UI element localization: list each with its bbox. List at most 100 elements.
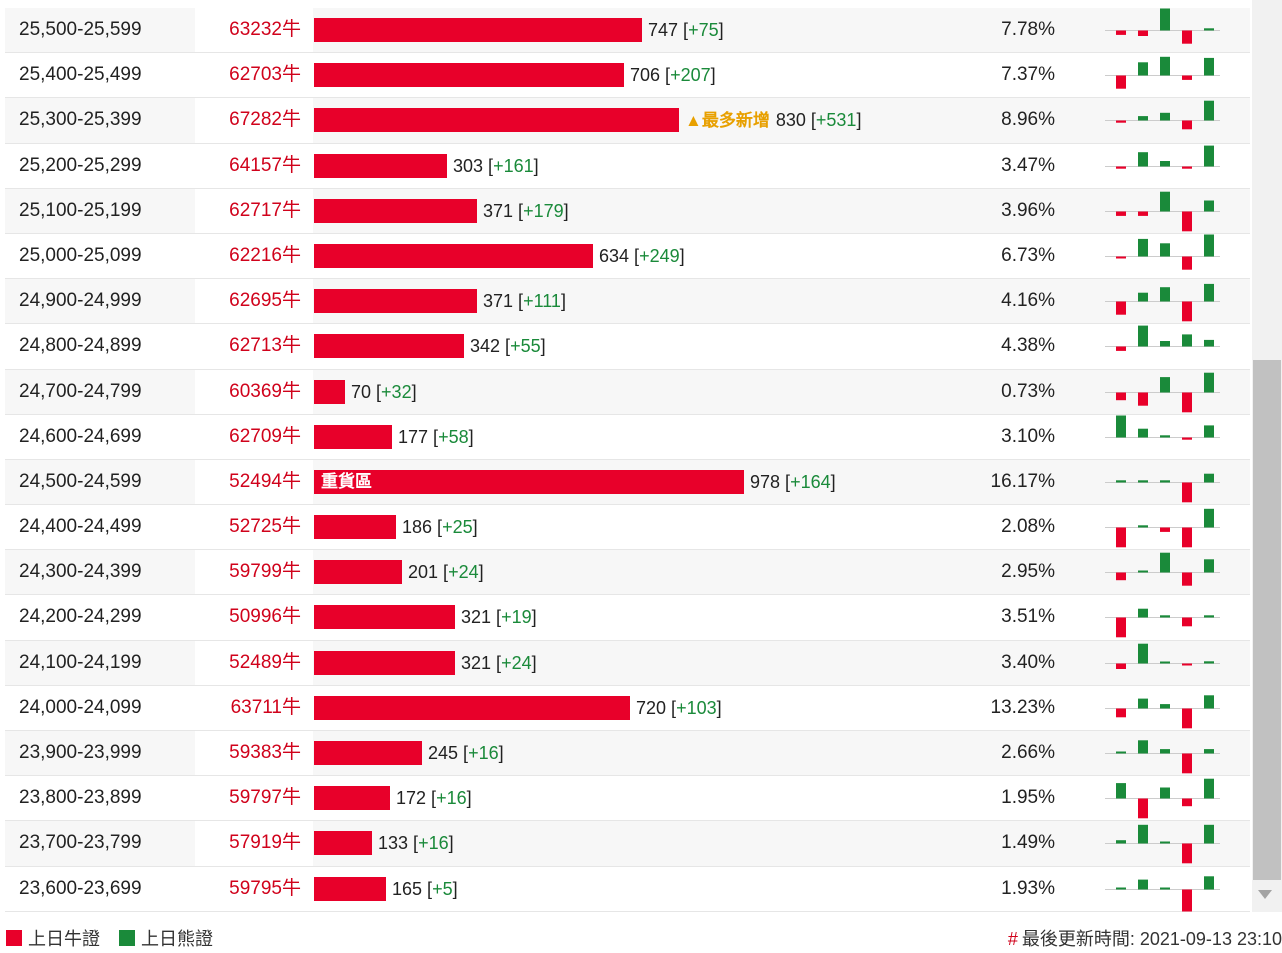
volume-count: 70 [351,381,372,402]
strike-range: 23,600-23,699 [19,877,142,899]
volume-value: 177 [+58] [398,426,474,447]
warrant-code-link[interactable]: 59797牛 [229,787,301,809]
sparkline-bar [1116,887,1126,890]
warrant-code-link[interactable]: 67282牛 [195,98,313,143]
trend-sparkline [1105,325,1220,352]
warrant-code-link[interactable]: 52489牛 [195,640,313,685]
volume-value: 371 [+111] [483,291,566,312]
trend-sparkline [1105,284,1220,322]
volume-value: 172 [+16] [396,788,472,809]
strike-range: 23,700-23,799 [19,832,142,854]
volume-count: 303 [453,155,484,176]
trend-sparkline [1105,145,1220,169]
sparkline-bar [1116,480,1126,483]
table-row[interactable]: 25,200-25,299 64157牛 303 [+161] 3.47% [5,144,1250,189]
table-row[interactable]: 25,300-25,399 67282牛 ▲最多新增 830 [+531] 8.96% [5,98,1250,144]
table-row[interactable]: 24,100-24,199 52489牛 321 [+24] 3.40% [5,640,1250,686]
sparkline-bar [1182,211,1192,232]
warrant-code-link[interactable]: 59383牛 [195,731,313,776]
scroll-down-arrow-icon[interactable] [1258,890,1272,899]
volume-change: +55 [510,336,541,357]
volume-count: 186 [402,517,433,538]
volume-value: 747 [+75] [648,20,724,40]
sparkline-bar [1160,191,1170,212]
sparkline-bar [1204,58,1214,76]
strike-range: 24,100-24,199 [19,651,142,673]
table-row[interactable]: 24,800-24,899 62713牛 342 [+55] 4.38% [5,324,1250,370]
table-row[interactable]: 23,700-23,799 57919牛 133 [+16] 1.49% [5,821,1250,867]
warrant-code-link[interactable]: 52725牛 [229,516,301,538]
volume-change: +32 [381,381,412,402]
volume-bar [314,153,447,178]
table-row[interactable]: 24,200-24,299 50996牛 321 [+19] 3.51% [5,595,1250,641]
warrant-code-link[interactable]: 59795牛 [229,877,301,899]
table-row[interactable]: 24,500-24,599 52494牛 重貨區 978 [+164] 16.17% [5,459,1250,506]
sparkline-bar [1160,376,1170,392]
warrant-code-link[interactable]: 59799牛 [195,550,313,595]
sparkline-bar [1160,287,1170,302]
sparkline-bar [1116,256,1126,259]
table-row[interactable]: 25,400-25,499 62703牛 706 [+207] 7.37% [5,53,1250,99]
table-row[interactable]: 24,400-24,499 52725牛 186 [+25] 2.08% [5,505,1250,551]
table-row[interactable]: 25,000-25,099 62216牛 634 [+249] 6.73% [5,234,1250,280]
percentage: 8.96% [1001,109,1055,131]
volume-bar [314,515,396,540]
table-row[interactable]: 25,100-25,199 62717牛 371 [+179] 3.96% [5,188,1250,234]
table-row[interactable]: 23,600-23,699 59795牛 165 [+5] 1.93% [5,867,1250,912]
warrant-code-link[interactable]: 62216牛 [229,244,301,266]
volume-value: 706 [+207] [630,65,716,86]
sparkline-bar [1160,841,1170,844]
volume-bar [314,831,372,856]
scrollbar-thumb[interactable] [1253,360,1281,880]
volume-bar [314,289,477,314]
volume-value: 165 [+5] [392,878,458,899]
percentage: 4.16% [1001,290,1055,312]
warrant-code-link[interactable]: 62713牛 [229,335,301,357]
warrant-code-link[interactable]: 63711牛 [230,696,301,718]
volume-bar [314,424,392,449]
percentage: 0.73% [1001,380,1055,402]
table-row[interactable]: 24,000-24,099 63711牛 720 [+103] 13.23% [5,686,1250,731]
legend-bull-label: 上日牛證 [28,929,100,949]
warrant-code-link[interactable]: 62709牛 [229,425,301,447]
sparkline-bar [1138,151,1148,167]
volume-change: +103 [676,697,717,718]
warrant-code-link[interactable]: 50996牛 [229,606,301,628]
warrant-code-link[interactable]: 64157牛 [229,154,301,176]
volume-value: 978 [+164] [750,471,836,492]
trend-sparkline [1105,8,1220,44]
warrant-code-link[interactable]: 57919牛 [195,821,313,866]
sparkline-bar [1160,749,1170,754]
sparkline-bar [1138,740,1148,754]
volume-bar [314,786,390,811]
table-row[interactable]: 24,900-24,999 62695牛 371 [+111] 4.16% [5,279,1250,325]
table-row[interactable]: 24,600-24,699 62709牛 177 [+58] 3.10% [5,415,1250,460]
warrant-code-link[interactable]: 62695牛 [195,279,313,324]
volume-change: +164 [790,471,831,492]
sparkline-bar [1138,480,1148,483]
sparkline-bar [1204,340,1214,347]
strike-range: 24,000-24,099 [19,696,142,718]
sparkline-bar [1138,609,1148,618]
volume-count: 133 [378,833,409,854]
table-row[interactable]: 24,700-24,799 60369牛 70 [+32] 0.73% [5,369,1250,415]
warrant-code-link[interactable]: 60369牛 [195,369,313,414]
strike-range: 24,700-24,799 [19,380,142,402]
table-row[interactable]: 23,800-23,899 59797牛 172 [+16] 1.95% [5,776,1250,822]
warrant-code-link[interactable]: 63232牛 [195,8,313,53]
percentage: 2.95% [1001,561,1055,583]
percentage: 3.40% [1001,651,1055,673]
strike-range: 25,200-25,299 [19,154,142,176]
volume-bar [314,469,744,494]
warrant-code-link[interactable]: 62717牛 [195,188,313,233]
sparkline-bar [1116,751,1126,754]
volume-change: +207 [670,65,711,86]
warrant-code-link[interactable]: 62703牛 [229,64,301,86]
sparkline-bar [1182,392,1192,412]
table-row[interactable]: 24,300-24,399 59799牛 201 [+24] 2.95% [5,550,1250,596]
table-row[interactable]: 23,900-23,999 59383牛 245 [+16] 2.66% [5,731,1250,777]
table-row[interactable]: 25,500-25,599 63232牛 747 [+75] 7.78% [5,8,1250,54]
strike-range: 25,400-25,499 [19,64,142,86]
warrant-code-link[interactable]: 52494牛 [195,459,313,505]
sparkline-bar [1160,615,1170,618]
